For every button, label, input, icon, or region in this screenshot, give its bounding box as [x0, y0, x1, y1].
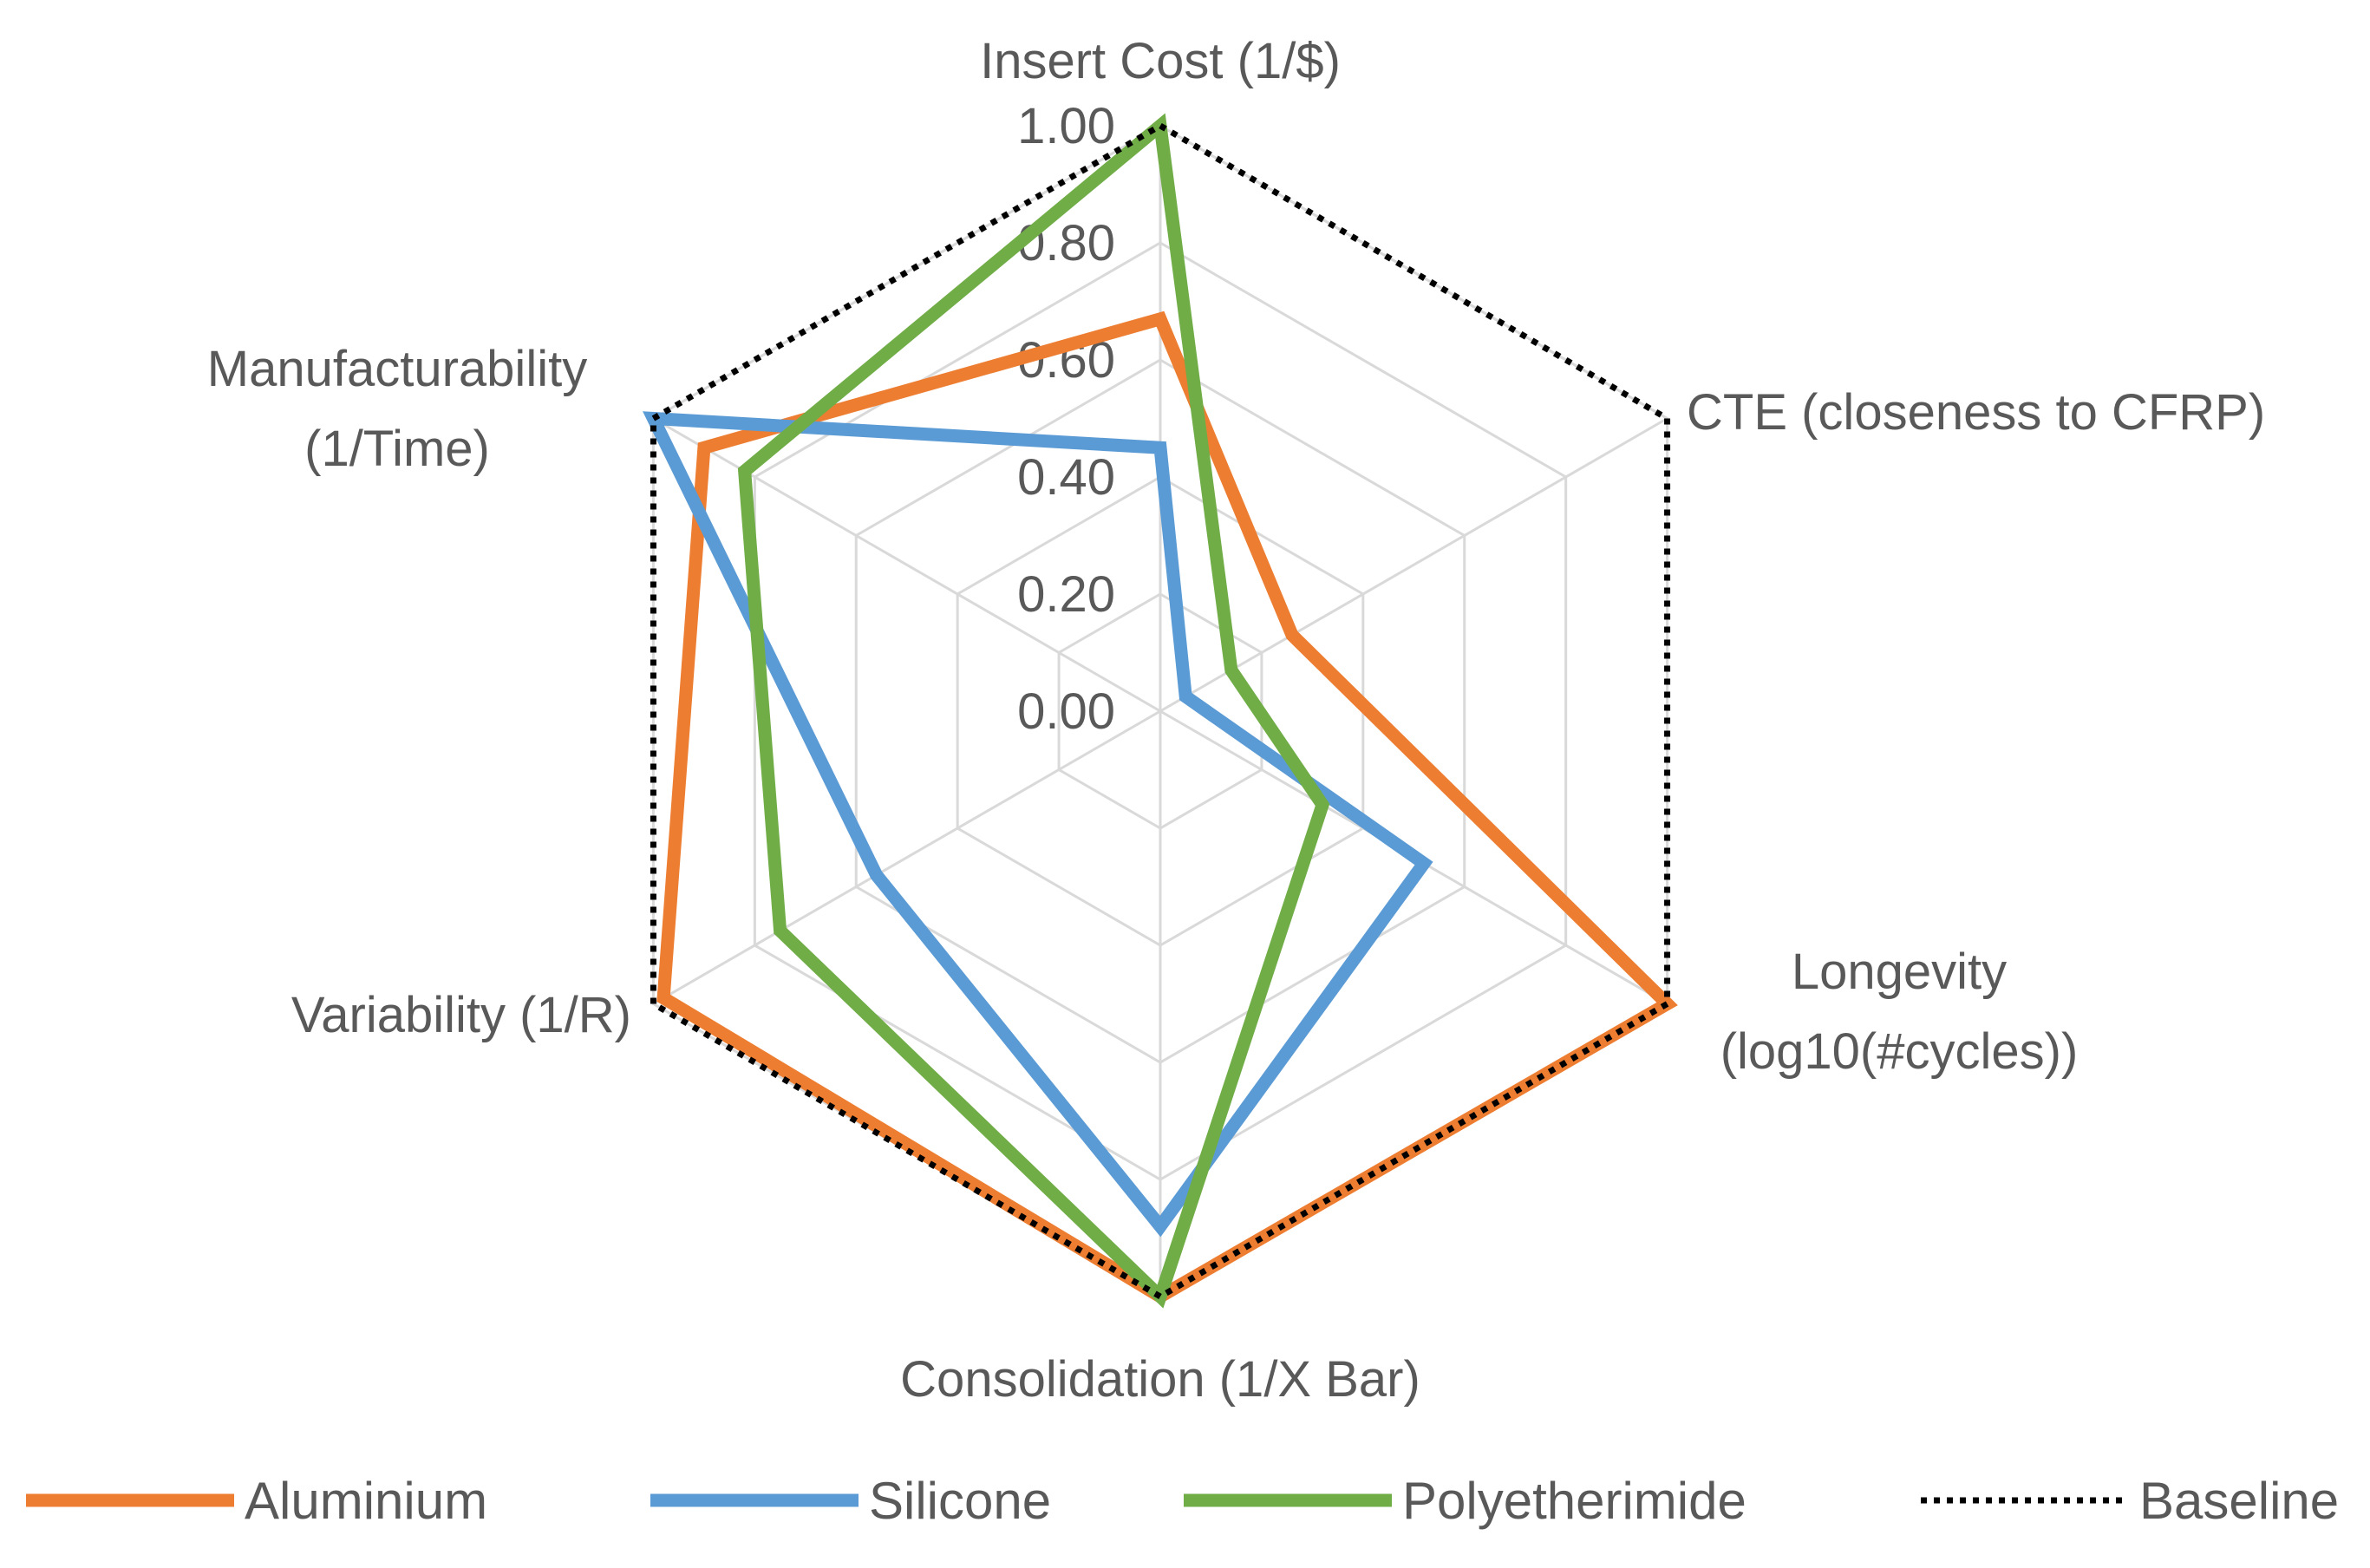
spoke-manufacturability — [652, 417, 1161, 713]
tick-label: 0.00 — [1017, 683, 1115, 740]
legend-item-aluminium: Aluminium — [26, 1472, 487, 1530]
legend-label: Silicone — [869, 1472, 1051, 1530]
legend-label: Polyetherimide — [1402, 1472, 1746, 1530]
axis-label-cost: Insert Cost (1/$) — [980, 33, 1341, 89]
legend-label: Aluminium — [245, 1472, 487, 1530]
axis-label-variability: Variability (1/R) — [291, 987, 631, 1043]
axis-label-longevity: (log10(#cycles)) — [1720, 1023, 2079, 1080]
axis-label-manufacturability: Manufacturability — [207, 341, 587, 397]
legend-item-baseline: Baseline — [1921, 1472, 2339, 1530]
spoke-variability — [652, 709, 1161, 1005]
data-series — [643, 113, 1678, 1309]
radar-grid — [651, 124, 1669, 1298]
axis-label-cte: CTE (closeness to CFRP) — [1687, 384, 2265, 441]
tick-label: 0.40 — [1017, 449, 1115, 506]
tick-label: 1.00 — [1017, 98, 1115, 154]
axis-label-longevity: Longevity — [1792, 944, 2007, 1000]
legend-item-polyetherimide: Polyetherimide — [1184, 1472, 1746, 1530]
tick-label: 0.20 — [1017, 566, 1115, 623]
axis-label-consolidation: Consolidation (1/X Bar) — [900, 1351, 1420, 1408]
legend-item-silicone: Silicone — [650, 1472, 1051, 1530]
radial-tick-labels: 0.000.200.400.600.801.00 — [1017, 98, 1115, 740]
series-baseline — [650, 121, 1671, 1301]
tick-label: 0.80 — [1017, 215, 1115, 271]
axis-labels: Insert Cost (1/$) CTE (closeness to CFRP)… — [207, 33, 2265, 1408]
legend-label: Baseline — [2139, 1472, 2339, 1530]
legend: Aluminium Silicone Polyetherimide Baseline — [26, 1472, 2339, 1530]
axis-label-manufacturability: (1/Time) — [304, 421, 490, 477]
spoke-cte — [1159, 417, 1668, 713]
